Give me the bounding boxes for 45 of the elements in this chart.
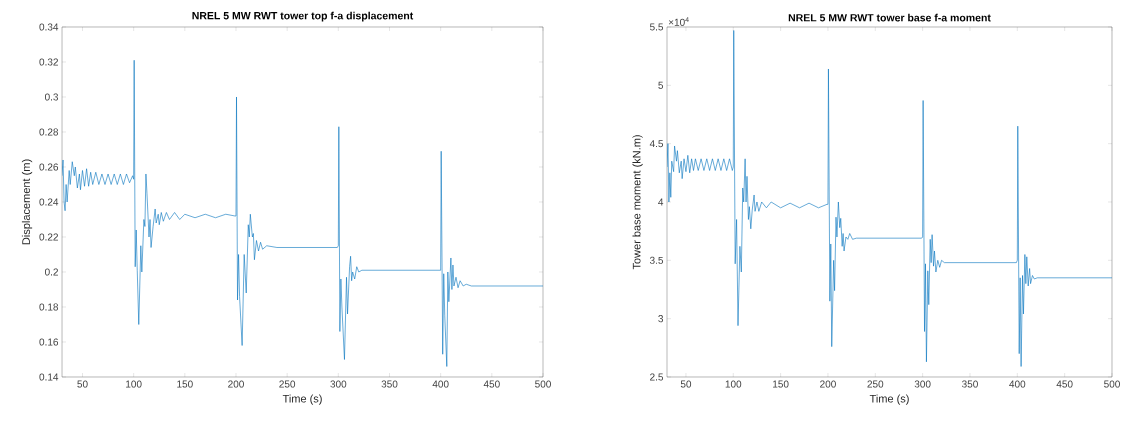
- y-tick-label: 2.5: [650, 373, 664, 381]
- y-tick-label: 5.5: [649, 23, 664, 31]
- x-tick-label: 100: [725, 380, 742, 388]
- x-tick-label: 250: [279, 380, 296, 388]
- chart-title: NREL 5 MW RWT tower base f-a moment: [788, 13, 991, 22]
- y-tick-label: 0.2: [44, 268, 58, 276]
- y-tick-label: 0.18: [39, 303, 59, 311]
- y-tick-label: 4.5: [649, 140, 664, 148]
- x-tick-label: 100: [126, 380, 142, 388]
- y-axis-title: Tower base moment (kN.m): [632, 135, 643, 270]
- x-tick-label: 150: [177, 380, 193, 388]
- x-tick-label: 450: [1056, 380, 1073, 388]
- x-axis-title: Time (s): [869, 394, 909, 405]
- x-tick-label: 200: [228, 380, 244, 388]
- x-tick-label: 400: [432, 380, 449, 388]
- y-tick-label: 0.3: [44, 93, 59, 101]
- x-tick-label: 500: [1104, 380, 1120, 388]
- x-tick-label: 250: [867, 380, 884, 388]
- y-tick-label: 3: [658, 315, 664, 323]
- y-tick-label: 4: [658, 198, 664, 206]
- y-tick-label: 0.22: [39, 233, 58, 241]
- x-axis-title: Time (s): [282, 394, 322, 405]
- x-tick-label: 350: [381, 380, 398, 388]
- x-tick-label: 400: [1009, 380, 1026, 388]
- y-tick-label: 0.28: [39, 128, 59, 136]
- x-tick-label: 150: [773, 380, 789, 388]
- text: ×10$^{4}$: [668, 17, 689, 26]
- y-tick-label: 0.32: [39, 58, 58, 66]
- y-tick-label: 0.16: [39, 338, 59, 346]
- x-tick-label: 300: [330, 380, 347, 388]
- y-tick-label: 0.14: [39, 373, 59, 381]
- y-axis-title: Displacement (m): [21, 159, 33, 245]
- y-tick-label: 5: [658, 81, 664, 89]
- y-tick-label: 0.34: [39, 23, 59, 31]
- chart-title: NREL 5 MW RWT tower top f-a displacement: [192, 11, 414, 22]
- x-tick-label: 200: [820, 380, 836, 388]
- y-tick-label: 3.5: [649, 256, 664, 264]
- x-tick-label: 350: [962, 380, 978, 388]
- x-tick-label: 50: [77, 380, 88, 388]
- y-tick-label: 0.24: [39, 198, 59, 206]
- x-tick-label: 450: [483, 380, 500, 388]
- x-tick-label: 500: [535, 380, 551, 388]
- x-tick-label: 300: [914, 380, 931, 388]
- x-tick-label: 50: [680, 380, 692, 388]
- y-tick-label: 0.26: [39, 163, 59, 171]
